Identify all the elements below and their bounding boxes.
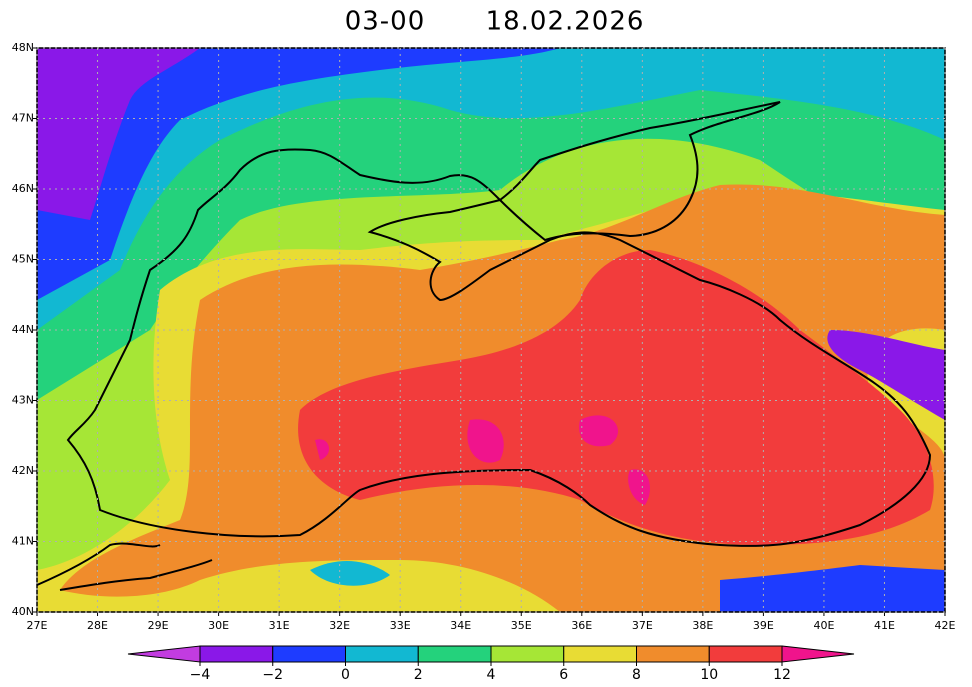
colorbar-segment (636, 645, 710, 663)
lat-tick-label: 43N (12, 394, 34, 407)
colorbar-segment (345, 645, 419, 663)
lon-tick-label: 27E (27, 619, 48, 632)
lon-tick-label: 33E (390, 619, 411, 632)
field-zone (720, 565, 945, 612)
field-zone (37, 48, 945, 400)
marmara-coastline (36, 542, 213, 591)
lon-tick-label: 36E (571, 619, 592, 632)
colorbar-segment (708, 645, 783, 663)
lon-tick-label: 37E (632, 619, 653, 632)
lat-tick-label: 42N (12, 464, 34, 477)
lon-tick-label: 41E (874, 619, 895, 632)
colorbar-label: −2 (262, 667, 283, 683)
graticule: 27E 28E 29E 30E 31E 32E 33E 34E 35E 36E 37E 38E 39E 4… (12, 41, 956, 632)
lon-tick-label: 42E (935, 619, 956, 632)
lon-tick-label: 32E (329, 619, 350, 632)
lon-tick-label: 35E (511, 619, 532, 632)
field-zone (37, 48, 560, 300)
lat-tick-label: 47N (12, 112, 34, 125)
colorbar-label: 0 (341, 667, 350, 683)
field-zone (37, 48, 200, 220)
black-sea-coastline (66, 148, 932, 547)
azov-coastline (498, 101, 781, 242)
title-time: 03-00 (345, 7, 426, 37)
colorbar-label: 12 (773, 667, 791, 683)
colorbar-label: 6 (559, 667, 568, 683)
lat-tick-label: 44N (12, 323, 34, 336)
lon-tick-label: 39E (753, 619, 774, 632)
colorbar-segment (563, 645, 637, 663)
field-zone (827, 330, 945, 420)
colorbar-segment (417, 645, 492, 663)
colorbar-label: 2 (414, 667, 423, 683)
lon-tick-label: 28E (87, 619, 108, 632)
colorbar-segment (272, 645, 346, 663)
field-zone (315, 415, 650, 505)
lon-tick-label: 40E (813, 619, 834, 632)
temperature-field (36, 48, 945, 612)
lat-tick-label: 46N (12, 182, 34, 195)
field-zone (37, 48, 945, 330)
lon-tick-label: 34E (450, 619, 471, 632)
colorbar-label: −4 (190, 667, 211, 683)
lon-tick-label: 38E (692, 619, 713, 632)
lon-tick-label: 31E (269, 619, 290, 632)
colorbar: −4 −2 0 2 4 6 8 10 12 (127, 645, 855, 683)
colorbar-label: 10 (700, 667, 718, 683)
lat-tick-label: 41N (12, 535, 34, 548)
colorbar-label: 4 (487, 667, 496, 683)
lat-tick-label: 40N (12, 605, 34, 618)
lon-tick-label: 29E (148, 619, 169, 632)
colorbar-segment (199, 645, 274, 663)
colorbar-label: 8 (632, 667, 641, 683)
field-zone (310, 560, 390, 586)
title-date: 18.02.2026 (486, 7, 645, 37)
lon-tick-label: 30E (208, 619, 229, 632)
lat-tick-label: 48N (12, 41, 34, 54)
colorbar-segment (490, 645, 565, 663)
colorbar-over (781, 645, 855, 663)
lat-tick-label: 45N (12, 253, 34, 266)
